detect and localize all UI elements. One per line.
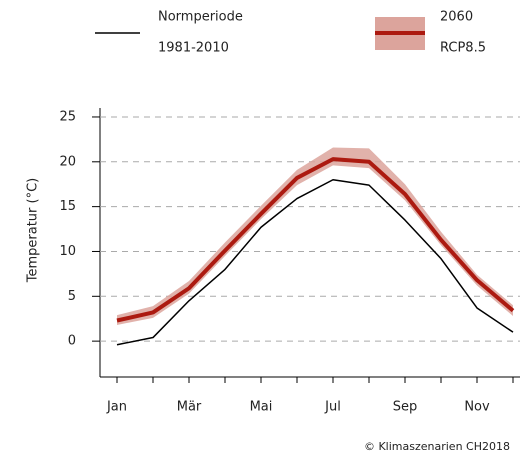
legend-label: RCP8.5 — [440, 41, 486, 56]
y-tick-label: 0 — [68, 334, 76, 349]
x-tick-label: Sep — [393, 400, 418, 415]
x-tick-label: Nov — [464, 400, 490, 415]
y-tick-label: 10 — [59, 244, 76, 259]
uncertainty-band — [117, 147, 513, 325]
y-tick-label: 15 — [59, 199, 76, 214]
credit: © Klimaszenarien CH2018 — [364, 440, 510, 453]
x-tick-label: Mär — [177, 400, 202, 415]
legend-label: 1981-2010 — [158, 41, 229, 56]
y-axis-label: Temperatur (°C) — [26, 178, 41, 284]
y-tick-label: 20 — [59, 154, 76, 169]
y-tick-label: 5 — [68, 289, 76, 304]
series-line — [116, 178, 514, 346]
y-tick-label: 25 — [59, 109, 76, 124]
series-line — [116, 157, 515, 323]
x-tick-label: Jul — [324, 400, 341, 415]
legend-label: 2060 — [440, 10, 473, 25]
x-tick-label: Mai — [250, 400, 273, 415]
legend-label: Normperiode — [158, 10, 243, 25]
x-tick-label: Jan — [106, 400, 127, 415]
